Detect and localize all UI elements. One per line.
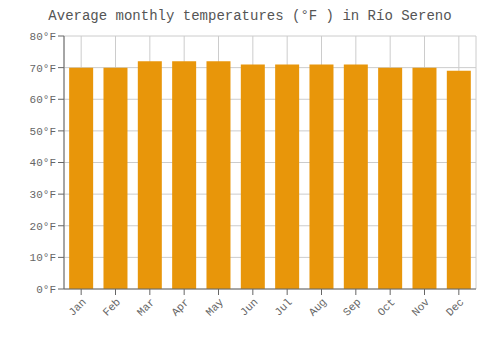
svg-text:60°F: 60°F [30, 94, 56, 106]
svg-text:Jun: Jun [238, 296, 260, 318]
svg-text:Oct: Oct [375, 296, 397, 318]
svg-text:Feb: Feb [101, 296, 123, 318]
svg-text:Sep: Sep [341, 296, 363, 318]
svg-text:30°F: 30°F [30, 189, 56, 201]
svg-text:Jul: Jul [272, 296, 294, 318]
svg-text:Nov: Nov [410, 296, 433, 319]
svg-text:10°F: 10°F [30, 252, 56, 264]
svg-text:Jan: Jan [66, 296, 88, 318]
svg-text:Dec: Dec [444, 296, 466, 318]
svg-text:50°F: 50°F [30, 126, 56, 138]
svg-text:Aug: Aug [307, 296, 329, 318]
svg-text:0°F: 0°F [36, 284, 56, 296]
svg-text:40°F: 40°F [30, 157, 56, 169]
svg-text:Mar: Mar [135, 296, 157, 318]
svg-text:70°F: 70°F [30, 63, 56, 75]
html-text:Average monthly temperatures (: Average monthly temperatures (°F ) in Rí… [48, 8, 452, 24]
svg-text:80°F: 80°F [30, 31, 56, 43]
svg-text:20°F: 20°F [30, 221, 56, 233]
svg-text:May: May [204, 296, 227, 319]
svg-text:Apr: Apr [169, 296, 191, 318]
